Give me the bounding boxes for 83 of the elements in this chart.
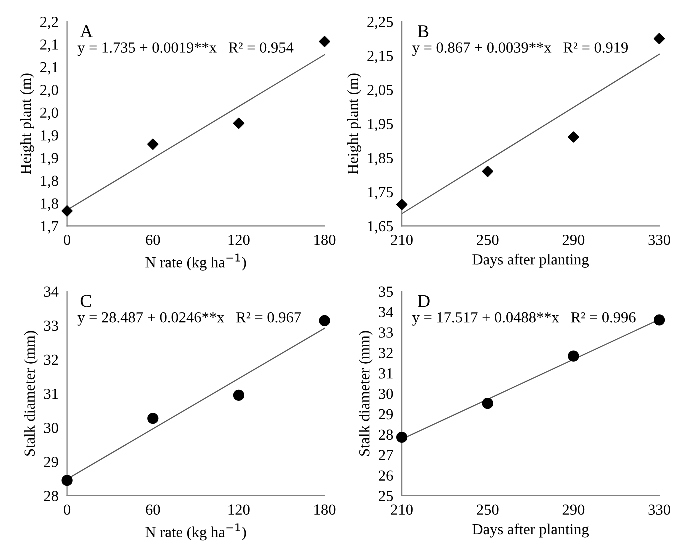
point — [319, 36, 330, 48]
y-tick-label: 1,75 — [368, 187, 394, 200]
y-tick-label: 2,15 — [368, 51, 394, 64]
y-tick-label: 33 — [44, 320, 58, 332]
y-axis-title: Stalk diameter (mm) — [24, 331, 38, 456]
chart-title: D — [418, 295, 430, 308]
annotation: y = 28.487 + 0.0246**x R² = 0.967 — [78, 312, 302, 326]
point — [396, 432, 408, 444]
x-tick-label: 120 — [228, 234, 250, 246]
annotation: y = 1.735 + 0.0019**x R² = 0.954 — [78, 42, 294, 56]
x-tick-label: 210 — [391, 234, 413, 246]
point — [233, 118, 245, 130]
y-tick-label: 1,95 — [368, 119, 394, 132]
x-tick-label: 250 — [477, 234, 499, 246]
y-tick-label: 31 — [379, 368, 393, 379]
y-tick-label: 1,85 — [368, 153, 394, 166]
y-tick-label: 2,1 — [40, 40, 58, 52]
x-axis-title: N rate (kg ha$^{−1}$) — [146, 524, 246, 541]
x-axis-title: Days after planting — [472, 254, 590, 268]
chart-title: A — [80, 25, 94, 38]
annotation: y = 17.517 + 0.0488**x R² = 0.996 — [412, 312, 636, 326]
x-tick-label: 330 — [648, 234, 670, 246]
y-tick-label: 34 — [379, 307, 394, 318]
y-tick-label: 2,1 — [40, 62, 58, 75]
x-tick-label: 250 — [477, 504, 499, 516]
point — [62, 475, 73, 486]
y-tick-label: 2,05 — [368, 85, 394, 98]
y-tick-label: 26 — [379, 470, 394, 481]
y-tick-label: 2,2 — [40, 16, 58, 30]
point — [654, 314, 666, 326]
y-tick-label: 1,9 — [41, 130, 58, 143]
point — [233, 390, 245, 402]
point — [654, 33, 666, 44]
point — [62, 206, 73, 217]
x-axis-title: N rate (kg ha$^{−1}$) — [146, 254, 246, 271]
y-tick-label: 28 — [44, 491, 58, 502]
y-tick-label: 34 — [44, 286, 59, 298]
x-tick-label: 120 — [228, 504, 250, 516]
x-tick-label: 60 — [146, 504, 160, 516]
point — [396, 199, 408, 210]
chart-title: B — [418, 26, 429, 38]
x-tick-label: 210 — [391, 504, 413, 516]
x-tick-label: 180 — [314, 504, 336, 516]
y-tick-label: 1,7 — [41, 221, 59, 234]
y-tick-label: 29 — [379, 409, 394, 420]
y-tick-label: 27 — [379, 450, 394, 460]
point — [482, 398, 494, 410]
point — [568, 350, 580, 362]
y-tick-label: 2,0 — [40, 108, 58, 120]
y-tick-label: 33 — [379, 328, 394, 338]
x-tick-label: 0 — [64, 234, 71, 246]
y-axis-title: Height plant (m) — [348, 74, 362, 174]
x-tick-label: 290 — [562, 504, 585, 516]
y-tick-label: 2,25 — [368, 16, 394, 30]
point — [568, 132, 580, 143]
y-tick-label: 32 — [44, 354, 58, 366]
y-tick-label: 29 — [44, 457, 58, 468]
y-tick-label: 25 — [379, 491, 394, 502]
y-tick-label: 28 — [379, 430, 394, 440]
y-tick-label: 1,9 — [41, 153, 58, 166]
point — [148, 413, 159, 424]
x-tick-label: 0 — [64, 504, 71, 516]
x-tick-label: 180 — [314, 234, 336, 246]
annotation: y = 0.867 + 0.0039**x R² = 0.919 — [412, 42, 628, 56]
point — [148, 138, 159, 150]
x-tick-label: 330 — [648, 504, 670, 516]
x-tick-label: 60 — [146, 234, 160, 246]
y-tick-label: 32 — [379, 348, 393, 358]
y-tick-label: 30 — [379, 388, 394, 400]
x-axis-title: Days after planting — [472, 524, 590, 538]
y-axis-title: Stalk diameter (mm) — [359, 331, 373, 456]
y-tick-label: 1,8 — [41, 198, 58, 212]
y-tick-label: 1,65 — [368, 221, 394, 234]
y-tick-label: 2,0 — [40, 85, 58, 98]
x-tick-label: 290 — [562, 234, 585, 246]
y-tick-label: 1,8 — [41, 176, 58, 188]
chart-title: C — [80, 295, 92, 308]
y-axis-title: Height plant (m) — [20, 74, 34, 174]
point — [482, 166, 494, 178]
y-tick-label: 31 — [44, 388, 58, 400]
y-tick-label: 35 — [379, 286, 394, 298]
point — [319, 315, 330, 326]
y-tick-label: 30 — [44, 422, 58, 434]
